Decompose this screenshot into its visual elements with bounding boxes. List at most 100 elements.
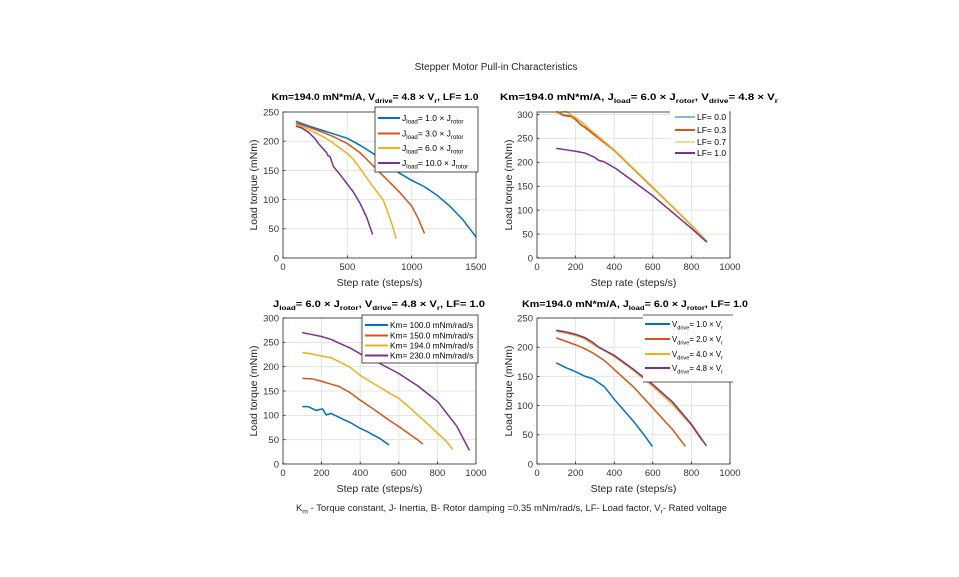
legend-label-segment: Km= 194.0 mNm/rad/s [390, 341, 473, 351]
subplot-title-segment: , LF= 1.0 [440, 299, 485, 310]
x-axis-label: Step rate (steps/s) [337, 277, 423, 289]
y-tick-label: 150 [263, 166, 279, 177]
subplot-title-segment: , V [359, 299, 373, 310]
legend-item: Vdrive= 4.0 × Vr [645, 350, 723, 361]
subplot-title-segment: = 6.0 × J [645, 299, 687, 310]
x-tick-label: 600 [391, 468, 407, 479]
y-tick-label: 250 [263, 338, 279, 349]
y-tick-label: 250 [263, 107, 279, 118]
x-tick-label: 0 [534, 262, 539, 273]
legend-item: LF= 0.0 [675, 112, 726, 122]
y-tick-label: 150 [517, 182, 533, 193]
legend-label-subscript: load [406, 119, 418, 126]
legend: LF= 0.0 LF= 0.3 LF= 0.7LF= 1.0 [670, 111, 729, 158]
series-line-3 [302, 351, 454, 450]
x-tick-label: 1000 [719, 262, 740, 273]
x-tick-label: 0 [280, 262, 285, 273]
subplot-title-subscript: load [614, 98, 631, 105]
legend-label-segment: = 4.0 × V [689, 350, 721, 359]
y-tick-label: 300 [517, 110, 533, 121]
y-tick-label: 300 [263, 313, 279, 324]
series-line-2 [295, 122, 426, 234]
y-tick-label: 100 [517, 401, 533, 412]
legend-label-subscript: load [406, 164, 418, 171]
figure-footer-note-subscript: r [661, 509, 664, 516]
x-tick-label: 600 [645, 262, 661, 273]
y-tick-label: 200 [263, 362, 279, 373]
x-axis-label: Step rate (steps/s) [591, 277, 677, 289]
subplot-title-subscript: drive [372, 305, 391, 312]
legend-label-subscript: drive [677, 340, 689, 346]
figure-footer-note-segment: - Torque constant, J- Inertia, B- Rotor … [308, 503, 661, 513]
y-tick-label: 150 [517, 372, 533, 383]
x-tick-label: 800 [683, 468, 699, 479]
y-tick-label: 100 [263, 195, 279, 206]
legend-label: LF= 0.0 [697, 112, 726, 122]
x-tick-label: 200 [568, 468, 584, 479]
y-tick-label: 0 [274, 253, 279, 264]
subplot-title-segment: Km=194.0 mN*m/A, V [272, 92, 376, 103]
legend-label: Jload= 6.0 × Jrotor [402, 143, 463, 156]
legend-label-segment: = 2.0 × V [689, 335, 721, 344]
legend-label-segment: V [672, 320, 678, 329]
y-tick-label: 150 [263, 386, 279, 397]
legend-label-subscript: drive [677, 325, 689, 331]
subplot-title-subscript: load [629, 305, 645, 312]
legend-label-segment: V [672, 350, 678, 359]
legend-label-segment: = 1.0 × J [418, 113, 451, 123]
subplot-title-subscript: load [279, 305, 296, 312]
x-tick-label: 400 [352, 468, 368, 479]
legend-item: Vdrive= 1.0 × Vr [645, 320, 723, 331]
subplot-title-subscript: rotor [340, 305, 359, 312]
y-axis-label: Load torque (mNm) [248, 139, 260, 230]
series-line-3 [295, 123, 397, 239]
legend-item: LF= 0.7 [675, 137, 726, 147]
legend-label: Vdrive= 2.0 × Vr [672, 335, 723, 346]
subplot-2: 0 200 400 600 800 1000 0 50 100 150 200 250 300 Step … [500, 92, 778, 289]
x-tick-label: 800 [683, 262, 699, 273]
y-tick-label: 50 [268, 435, 279, 446]
legend-item: Km= 194.0 mNm/rad/s [365, 341, 473, 351]
legend-label-segment: LF= 0.0 [697, 112, 726, 122]
x-tick-label: 400 [606, 262, 622, 273]
y-tick-label: 250 [517, 313, 533, 324]
y-tick-label: 200 [517, 343, 533, 354]
legend-item: Vdrive= 4.8 × Vr [645, 364, 723, 375]
legend-label-segment: Km= 150.0 mNm/rad/s [390, 331, 473, 341]
legend-label-subscript: load [406, 134, 418, 141]
subplot-title-subscript: rotor [687, 305, 705, 312]
axes-box [536, 317, 731, 465]
x-axis-label: Step rate (steps/s) [337, 483, 423, 495]
y-tick-label: 100 [263, 411, 279, 422]
legend-label-segment: = 3.0 × J [418, 129, 451, 139]
series-line-4 [556, 329, 708, 447]
y-tick-label: 50 [522, 430, 533, 441]
legend-label-subscript: r [721, 340, 723, 346]
legend-label: Km= 100.0 mNm/rad/s [390, 320, 473, 330]
x-tick-label: 1500 [465, 262, 486, 273]
legend-item: Vdrive= 2.0 × Vr [645, 335, 723, 346]
figure-footer-note-segment: - Rated voltage [663, 503, 727, 513]
y-tick-label: 100 [517, 206, 533, 217]
x-tick-label: 1000 [719, 468, 740, 479]
legend-label-subscript: r [721, 369, 723, 375]
legend-label-segment: V [672, 335, 678, 344]
subplot-title-subscript: drive [709, 98, 729, 105]
legend-box [643, 315, 733, 382]
x-tick-label: 200 [568, 262, 584, 273]
series-line-1 [302, 405, 390, 446]
subplot-title-subscript: r [434, 98, 437, 105]
legend-item: Jload= 6.0 × Jrotor [378, 143, 463, 156]
subplot-title-segment: , V [695, 92, 710, 103]
legend-label-segment: J [402, 143, 406, 153]
legend-box [361, 314, 479, 364]
subplot-title-segment: = 4.8 × V [391, 299, 437, 310]
legend-label-subscript: r [721, 325, 723, 331]
